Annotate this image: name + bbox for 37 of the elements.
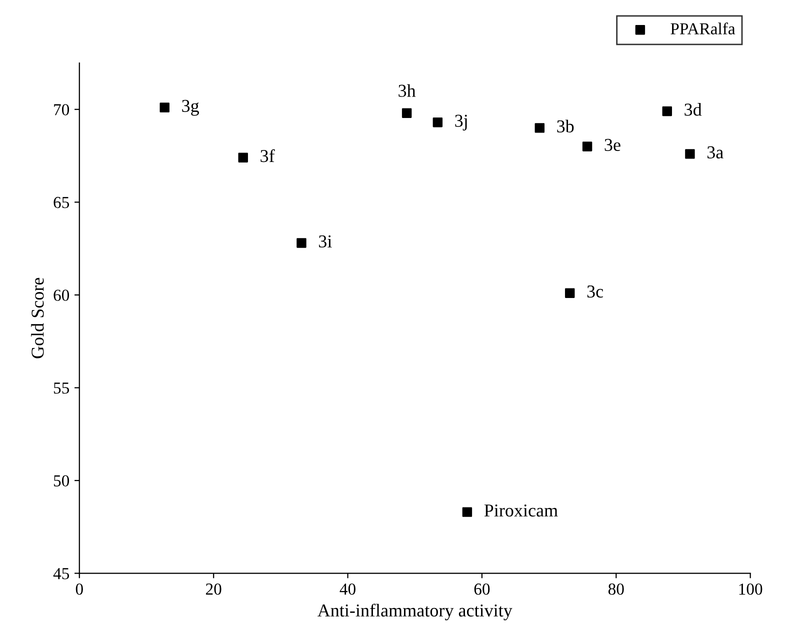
annotation: 3d: [684, 103, 702, 116]
point: [402, 108, 412, 118]
point: [685, 149, 695, 159]
point: [432, 118, 443, 128]
y-tick-label: 45: [53, 568, 70, 580]
x-tick-label: 0: [76, 584, 83, 595]
annotation: 3i: [319, 235, 332, 248]
x-tick-label: 60: [474, 584, 490, 595]
point: [296, 238, 306, 248]
x-axis-title: Anti-inflammatory activity: [318, 604, 512, 620]
x-tick-label: 40: [340, 584, 356, 595]
annotation: 3j: [455, 114, 467, 131]
y-tick-label: 50: [54, 475, 70, 486]
point: [662, 106, 672, 116]
y-tick-label: 70: [54, 104, 70, 116]
x-tick-label: 100: [739, 584, 762, 595]
annotation: 3c: [587, 285, 604, 298]
x-tick-label: 80: [608, 584, 624, 595]
annotation: 3e: [604, 138, 620, 152]
x-tick-label: 20: [206, 584, 222, 595]
point: [564, 288, 575, 298]
point: [534, 123, 545, 133]
annotation: Piroxicam: [484, 504, 558, 517]
y-axis-title: Gold Score: [31, 278, 44, 358]
annotation: 3f: [260, 149, 275, 162]
annotation: 3a: [707, 146, 724, 158]
point: [462, 507, 472, 517]
point: [582, 142, 592, 152]
y-tick-label: 65: [54, 196, 70, 208]
legend-label: PPARalfa: [670, 22, 736, 34]
annotation: 3g: [182, 100, 199, 116]
point: [160, 102, 170, 112]
y-tick-label: 55: [54, 382, 70, 394]
annotation: 3b: [557, 120, 574, 132]
annotation: 3h: [398, 84, 416, 97]
y-tick-label: 60: [54, 290, 70, 301]
point: [238, 152, 248, 162]
